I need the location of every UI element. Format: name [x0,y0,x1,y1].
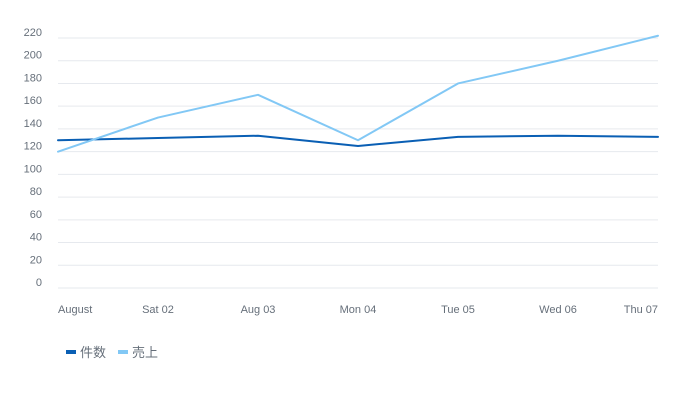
data-point [456,135,460,139]
y-tick-label: 60 [30,209,42,221]
data-point [56,150,60,154]
data-point [356,144,360,148]
x-tick-label: Mon 04 [340,304,377,316]
data-point [56,138,60,142]
y-tick-label: 180 [24,72,42,84]
y-tick-label: 160 [24,95,42,107]
y-tick-label: 200 [24,50,42,62]
y-tick-label: 140 [24,118,42,130]
legend: 件数 売上 [66,342,158,361]
data-point [556,134,560,138]
data-point [256,134,260,138]
data-point [656,34,660,38]
x-tick-label: Aug 03 [241,304,276,316]
x-axis: August Sat 02 Aug 03 Mon 04 Tue 05 Wed 06 Thu … [58,304,658,316]
data-point [456,81,460,85]
data-point [656,135,660,139]
y-tick-label: 120 [24,141,42,153]
y-tick-label: 40 [30,232,42,244]
legend-item-series-1[interactable]: 売上 [118,342,158,361]
y-tick-label: 100 [24,163,42,175]
x-tick-label: Wed 06 [539,304,577,316]
data-point [356,138,360,142]
x-tick-label: Thu 07 [624,304,658,316]
legend-item-series-0[interactable]: 件数 [66,342,106,361]
x-tick-label: August [58,304,92,316]
series-lines [56,34,660,154]
data-point [156,116,160,120]
series-line-0 [57,134,659,147]
legend-label-series-1: 売上 [132,346,159,361]
y-axis: 0 20 40 60 80 100 120 140 160 180 200 220 [24,27,42,289]
data-point [256,93,260,97]
y-tick-label: 220 [24,27,42,39]
legend-swatch-series-1 [118,349,129,354]
data-point [156,136,160,140]
y-tick-label: 20 [30,254,42,266]
y-tick-label: 80 [30,186,42,198]
grid-lines [58,37,658,289]
y-tick-label: 0 [36,277,42,289]
x-tick-label: Sat 02 [142,304,174,316]
data-point [556,59,560,63]
legend-swatch-series-0 [66,349,76,354]
series-line-1 [57,34,659,153]
x-tick-label: Tue 05 [441,304,475,316]
legend-label-series-0: 件数 [80,346,107,361]
